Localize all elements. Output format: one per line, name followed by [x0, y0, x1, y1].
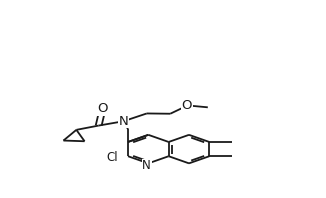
Text: N: N: [142, 159, 151, 172]
Text: Cl: Cl: [107, 151, 118, 164]
Text: N: N: [118, 115, 128, 128]
Text: O: O: [182, 99, 192, 112]
Text: O: O: [97, 102, 108, 115]
